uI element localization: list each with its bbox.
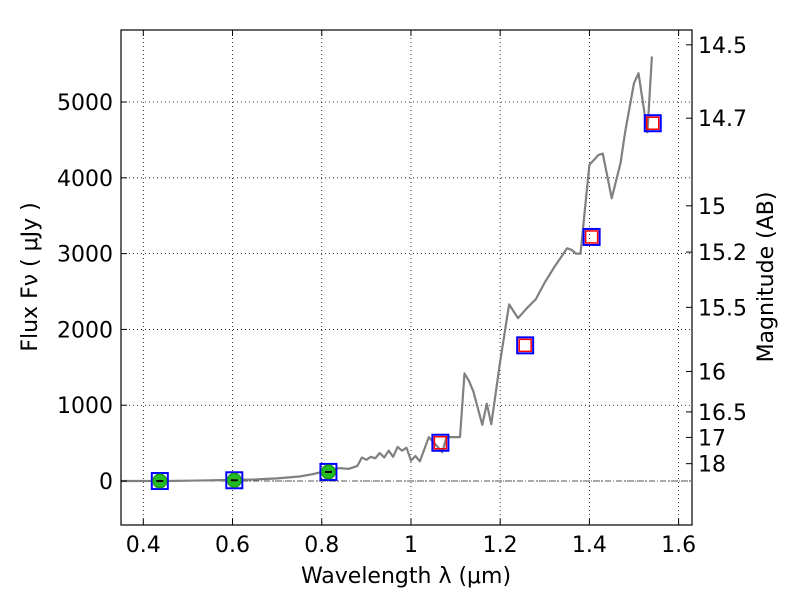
- x-tick-label: 1.4: [572, 533, 607, 558]
- observed-flux-point: [225, 471, 244, 490]
- magnitude-tick-label: 18: [698, 453, 726, 478]
- y-tick-label: 4000: [57, 167, 113, 192]
- magnitude-tick-label: 16.5: [698, 401, 747, 426]
- predicted-flux-point: [582, 227, 601, 246]
- ticks-layer: [121, 30, 692, 525]
- model-flux-box: [150, 472, 169, 491]
- model-flux-box: [431, 433, 450, 452]
- right-axis-label: Magnitude (AB): [754, 192, 779, 363]
- model-flux-box: [516, 336, 535, 355]
- x-tick-label: 0.8: [304, 533, 339, 558]
- y-tick-label: 3000: [57, 243, 113, 268]
- magnitude-tick-label: 15.5: [698, 296, 747, 321]
- x-tick-label: 0.4: [126, 533, 161, 558]
- y-axis-label: Flux Fν ( μJy ): [18, 202, 43, 351]
- grid-layer: [121, 30, 692, 525]
- y-tick-labels: 0 1000 2000 3000 4000 5000: [57, 91, 113, 495]
- y-tick-label: 5000: [57, 91, 113, 116]
- photometry-points-layer: [150, 114, 662, 491]
- predicted-flux-marker: [584, 230, 599, 244]
- model-flux-box: [643, 114, 662, 133]
- x-tick-labels: 0.4 0.6 0.8 1 1.2 1.4 1.6: [126, 533, 696, 558]
- y-tick-label: 0: [99, 470, 113, 495]
- plot-frame: [120, 29, 693, 526]
- model-flux-box: [225, 471, 244, 490]
- predicted-flux-point: [516, 336, 535, 355]
- model-sed-layer: [121, 56, 653, 483]
- predicted-flux-marker: [518, 338, 532, 353]
- predicted-flux-point: [643, 114, 662, 133]
- y-tick-label: 1000: [57, 394, 113, 419]
- predicted-flux-marker: [645, 116, 660, 130]
- magnitude-tick-label: 14.7: [698, 107, 747, 132]
- x-tick-label: 1: [404, 533, 418, 558]
- observed-flux-point: [319, 462, 338, 481]
- magnitude-tick-label: 16: [698, 360, 726, 385]
- magnitude-tick-label: 17: [698, 426, 726, 451]
- magnitude-tick-label: 15: [698, 195, 726, 220]
- x-tick-label: 1.6: [661, 533, 696, 558]
- x-tick-label: 1.2: [483, 533, 518, 558]
- predicted-flux-point: [431, 433, 450, 452]
- predicted-flux-marker: [433, 436, 448, 450]
- magnitude-tick-label: 14.5: [698, 34, 747, 59]
- observed-flux-point: [150, 472, 169, 491]
- model-flux-box: [319, 462, 338, 481]
- y-tick-label: 2000: [57, 318, 113, 343]
- x-axis-label: Wavelength λ (μm): [301, 564, 511, 589]
- model-flux-box: [582, 227, 601, 246]
- magnitude-tick-label: 15.2: [698, 241, 747, 266]
- model-sed-curve: [121, 56, 653, 483]
- x-tick-label: 0.6: [215, 533, 250, 558]
